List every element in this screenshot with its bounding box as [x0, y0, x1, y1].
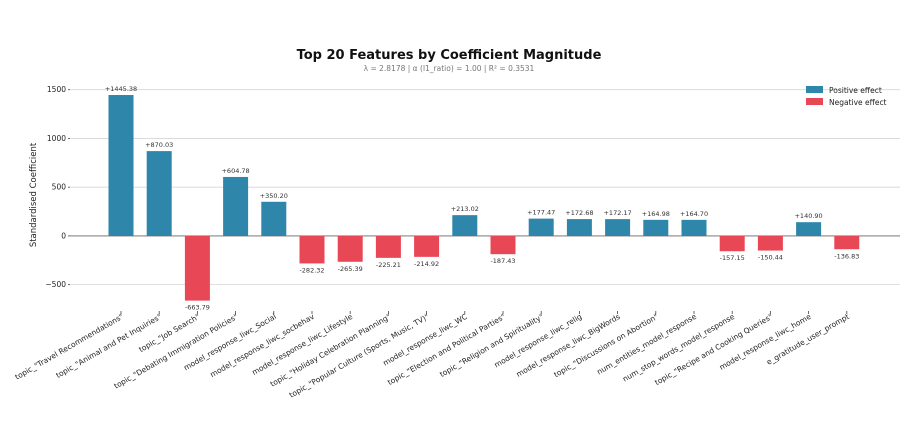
y-ticks: −500 0 500 1000 1500 — [45, 85, 70, 289]
data-label: +164.98 — [642, 210, 670, 218]
data-label: +604.78 — [221, 167, 249, 175]
bar — [337, 235, 363, 262]
bar — [184, 235, 210, 301]
data-label: -187.43 — [490, 257, 515, 265]
legend: Positive effect Negative effect — [806, 86, 887, 107]
y-tick-label: 1500 — [47, 85, 66, 94]
data-label: +870.03 — [145, 141, 173, 149]
y-axis-label: Standardised Coefficient — [29, 142, 39, 247]
bar — [108, 95, 134, 236]
data-label: -136.83 — [834, 252, 859, 260]
data-label: +350.20 — [260, 192, 288, 200]
bar — [796, 222, 822, 236]
chart-subtitle: λ = 2.8178 | α (l1_ratio) = 1.00 | R² = … — [364, 64, 535, 73]
legend-label-negative: Negative effect — [829, 98, 887, 107]
y-tick-label: −500 — [45, 280, 66, 289]
bar — [223, 176, 249, 236]
data-label: -225.21 — [376, 261, 401, 269]
bar — [566, 219, 592, 236]
data-label: +213.02 — [451, 205, 479, 213]
chart-title: Top 20 Features by Coefficient Magnitude — [297, 48, 602, 63]
bar — [452, 215, 478, 236]
data-label: -150.44 — [758, 254, 783, 262]
bars — [108, 95, 860, 301]
data-label: -214.92 — [414, 260, 439, 268]
bar — [528, 218, 554, 236]
bar — [146, 151, 172, 236]
bar — [261, 201, 287, 236]
bar — [299, 235, 325, 264]
data-label: +1445.38 — [105, 85, 137, 93]
data-label: -265.39 — [338, 265, 363, 273]
data-label: -663.79 — [185, 304, 210, 312]
legend-label-positive: Positive effect — [829, 86, 882, 95]
bar — [719, 235, 745, 252]
legend-swatch-negative — [806, 98, 823, 105]
bar — [414, 235, 440, 257]
x-ticks: topic_"Travel Recommendations"topic_"Ani… — [13, 311, 851, 400]
bar — [490, 235, 516, 255]
legend-swatch-positive — [806, 86, 823, 93]
data-label: -157.15 — [720, 254, 745, 262]
data-label: -282.32 — [299, 266, 324, 274]
x-tick-label: topic_"Popular Culture (Sports, Music, T… — [288, 312, 431, 400]
bar — [643, 219, 669, 236]
data-label: +177.47 — [527, 209, 555, 217]
y-tick-label: 500 — [52, 183, 67, 192]
bar — [757, 235, 783, 251]
bar — [375, 235, 401, 258]
data-label: +172.17 — [603, 209, 631, 217]
data-label: +172.68 — [565, 209, 593, 217]
bar — [605, 219, 631, 236]
bar — [834, 235, 860, 250]
data-label: +140.90 — [794, 212, 822, 220]
y-tick-label: 1000 — [47, 134, 66, 143]
y-tick-label: 0 — [61, 231, 66, 240]
data-labels: +1445.38 +870.03 -663.79 +604.78 +350.20 -282… — [105, 85, 860, 312]
bar — [681, 219, 707, 236]
data-label: +164.70 — [680, 210, 708, 218]
